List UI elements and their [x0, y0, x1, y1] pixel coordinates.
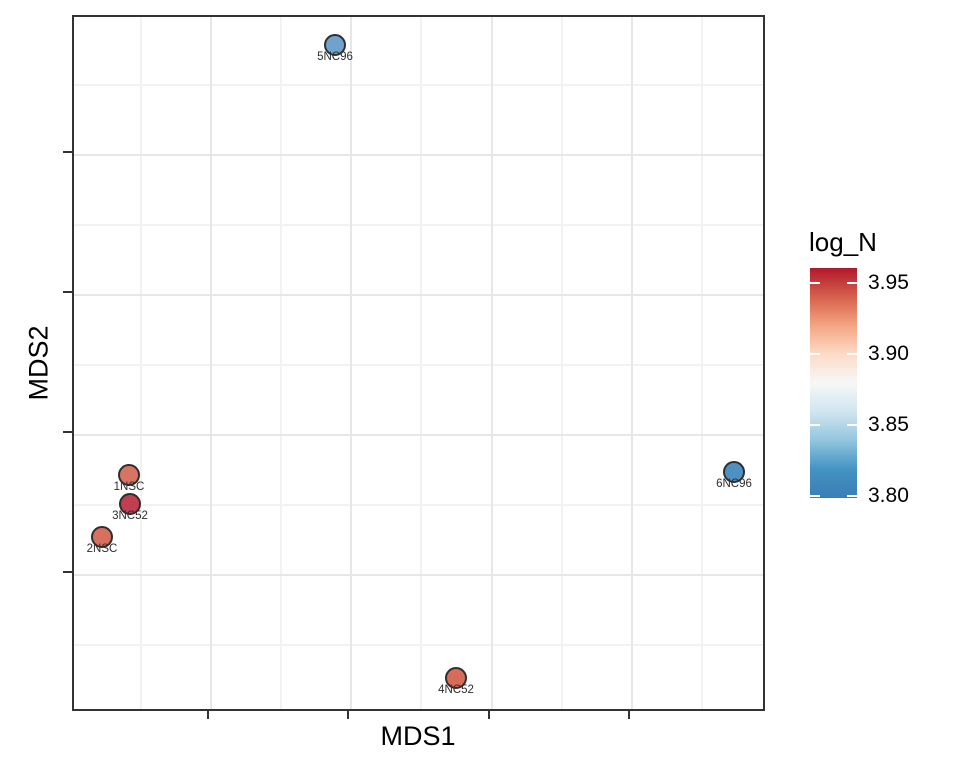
x-axis-tick — [206, 711, 210, 719]
colorbar-gradient — [810, 268, 857, 498]
data-point-3NC52 — [119, 493, 141, 515]
major-gridline — [74, 434, 763, 436]
major-gridline — [491, 17, 493, 709]
minor-gridline — [140, 17, 142, 709]
minor-gridline — [74, 364, 763, 366]
y-axis-tick — [63, 290, 72, 294]
colorbar-tick-label: 3.90 — [868, 342, 909, 365]
colorbar-tick-dash — [847, 352, 857, 356]
x-axis-tick — [627, 711, 631, 719]
legend-title: log_N — [809, 227, 877, 257]
major-gridline — [74, 294, 763, 296]
major-gridline — [74, 154, 763, 156]
data-point-6NC96 — [723, 461, 745, 483]
point-label-6NC96: 6NC96 — [716, 478, 752, 490]
minor-gridline — [74, 84, 763, 86]
minor-gridline — [420, 17, 422, 709]
major-gridline — [631, 17, 633, 709]
data-point-4NC52 — [445, 667, 467, 689]
data-point-5NC96 — [324, 34, 346, 56]
data-point-2NSC — [91, 526, 113, 548]
y-axis-tick — [63, 430, 72, 434]
y-axis-tick — [63, 570, 72, 574]
major-gridline — [74, 574, 763, 576]
x-axis-tick — [487, 711, 491, 719]
major-gridline — [210, 17, 212, 709]
colorbar-tick-dash — [810, 494, 820, 498]
minor-gridline — [280, 17, 282, 709]
minor-gridline — [561, 17, 563, 709]
colorbar-tick-dash — [847, 423, 857, 427]
point-label-2NSC: 2NSC — [86, 543, 118, 555]
y-axis-tick — [63, 150, 72, 154]
minor-gridline — [74, 224, 763, 226]
colorbar-tick-dash — [810, 281, 820, 285]
plot-panel — [72, 15, 765, 711]
point-label-5NC96: 5NC96 — [317, 51, 353, 63]
colorbar-tick-label: 3.95 — [868, 271, 909, 294]
x-axis-tick — [346, 711, 350, 719]
data-point-1NSC — [118, 464, 140, 486]
minor-gridline — [74, 504, 763, 506]
minor-gridline — [701, 17, 703, 709]
minor-gridline — [74, 644, 763, 646]
colorbar-tick-label: 3.80 — [868, 484, 909, 507]
colorbar-tick-dash — [847, 281, 857, 285]
x-axis-title: MDS1 — [380, 721, 456, 751]
point-label-1NSC: 1NSC — [113, 481, 145, 493]
major-gridline — [350, 17, 352, 709]
colorbar-tick-dash — [810, 423, 820, 427]
point-label-3NC52: 3NC52 — [112, 510, 148, 522]
colorbar-tick-label: 3.85 — [868, 413, 909, 436]
colorbar-tick-dash — [847, 494, 857, 498]
y-axis-title: MDS2 — [23, 325, 54, 401]
point-label-4NC52: 4NC52 — [438, 684, 474, 696]
colorbar-tick-dash — [810, 352, 820, 356]
